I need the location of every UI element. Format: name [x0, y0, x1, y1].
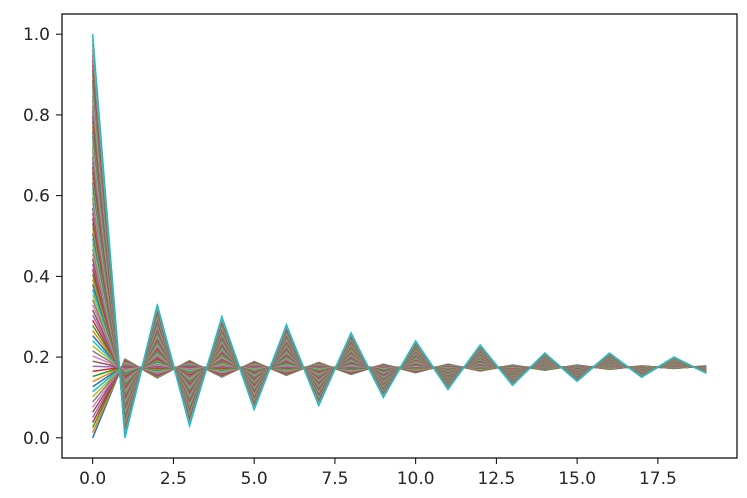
plot-frame [61, 13, 738, 459]
y-axis: 0.0 0.2 0.4 0.6 0.8 1.0 [23, 25, 62, 449]
y-tick-label: 0.4 [23, 267, 50, 287]
x-tick-label: 10.0 [397, 469, 435, 489]
x-tick-label: 15.0 [558, 469, 596, 489]
x-tick-label: 5.0 [241, 469, 268, 489]
x-axis: 0.0 2.5 5.0 7.5 10.0 12.5 15.0 17.5 [79, 458, 677, 489]
y-tick-label: 0.0 [23, 429, 50, 449]
x-tick-label: 17.5 [639, 469, 677, 489]
y-tick-label: 1.0 [23, 25, 50, 45]
y-tick-label: 0.6 [23, 187, 50, 207]
x-tick-label: 7.5 [321, 469, 348, 489]
x-tick-label: 12.5 [477, 469, 515, 489]
y-tick-label: 0.2 [23, 348, 50, 368]
series-layer [91, 34, 707, 439]
x-tick-label: 2.5 [160, 469, 187, 489]
x-tick-label: 0.0 [79, 469, 106, 489]
series-line [91, 34, 707, 438]
y-tick-label: 0.8 [23, 106, 50, 126]
